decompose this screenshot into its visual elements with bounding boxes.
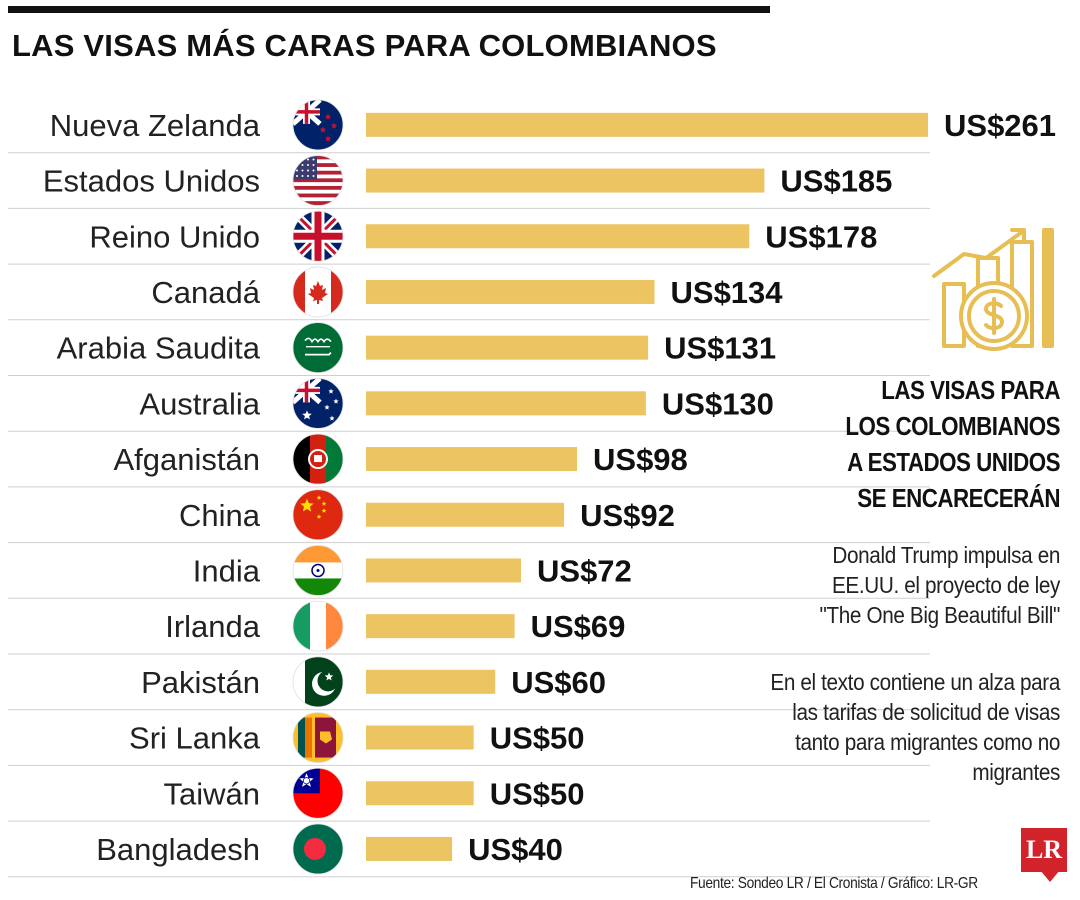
bar (366, 279, 655, 304)
country-label: China (179, 498, 261, 533)
country-label: Sri Lanka (129, 721, 261, 756)
country-label: Canadá (151, 275, 260, 310)
bangladesh-flag-icon (293, 823, 343, 874)
flag-border (292, 767, 344, 819)
country-label: Taiwán (164, 776, 261, 811)
bar (366, 335, 649, 360)
value-label: US$69 (531, 609, 626, 644)
flag-border (292, 600, 344, 652)
flag-border (292, 210, 344, 262)
value-label: US$72 (537, 553, 632, 588)
value-label: US$40 (468, 832, 563, 867)
flag-border (292, 712, 344, 763)
value-label: US$134 (671, 275, 784, 310)
bar (366, 781, 474, 806)
china-flag-icon (293, 489, 343, 540)
sidebar-paragraph-2: En el texto contiene un alza para las ta… (770, 669, 1060, 785)
bar (366, 391, 646, 416)
ireland-flag-icon (293, 601, 343, 652)
bar (366, 558, 521, 583)
top-rule (8, 6, 770, 13)
saudi-arabia-flag-icon (293, 322, 343, 373)
flag-border (292, 266, 344, 318)
value-label: US$178 (765, 219, 877, 254)
bar (366, 112, 928, 137)
bar (366, 725, 474, 750)
rising-money-chart-icon (932, 228, 1054, 351)
bar (366, 669, 496, 694)
afghanistan-flag-icon (293, 434, 343, 485)
united-kingdom-flag-icon (293, 211, 343, 262)
country-label: Bangladesh (96, 832, 260, 867)
india-flag-icon (293, 545, 343, 596)
sri-lanka-flag-icon (293, 712, 343, 763)
flag-border (292, 489, 344, 541)
flag-border (292, 545, 344, 596)
value-label: US$261 (944, 108, 1056, 143)
country-label: India (193, 553, 261, 588)
country-label: Afganistán (114, 442, 261, 477)
flag-border (292, 377, 344, 429)
value-label: US$50 (490, 776, 585, 811)
value-label: US$98 (593, 442, 688, 477)
sidebar-headline: LAS VISAS PARA LOS COLOMBIANOS A ESTADOS… (845, 375, 1060, 513)
country-label: Pakistán (141, 665, 260, 700)
country-label: Nueva Zelanda (50, 108, 261, 143)
value-label: US$131 (664, 331, 776, 366)
united-states-flag-icon (293, 155, 343, 206)
lr-logo-tail (1040, 870, 1060, 882)
bar (366, 447, 577, 472)
bar (366, 168, 765, 193)
country-label: Arabia Saudita (57, 331, 261, 366)
bar (366, 614, 515, 639)
country-label: Estados Unidos (43, 164, 260, 199)
sidebar-paragraph-1: Donald Trump impulsa en EE.UU. el proyec… (819, 542, 1061, 628)
value-label: US$185 (780, 164, 892, 199)
lr-logo: LR (1021, 828, 1067, 872)
source-note: Fuente: Sondeo LR / El Cronista / Gráfic… (690, 875, 978, 892)
flag-border (292, 322, 344, 374)
value-label: US$92 (580, 498, 675, 533)
flag-border (292, 823, 344, 875)
value-label: US$130 (662, 386, 774, 421)
country-label: Irlanda (165, 609, 261, 644)
flag-border (292, 99, 344, 151)
value-label: US$60 (511, 665, 606, 700)
country-label: Reino Unido (89, 219, 260, 254)
bar (366, 836, 453, 861)
bar (366, 502, 565, 527)
flag-border (292, 433, 344, 485)
flag-border (292, 656, 344, 708)
flag-border (292, 155, 344, 206)
chart-title: LAS VISAS MÁS CARAS PARA COLOMBIANOS (12, 28, 717, 63)
bar (366, 224, 750, 249)
value-label: US$50 (490, 721, 585, 756)
country-label: Australia (139, 386, 260, 421)
